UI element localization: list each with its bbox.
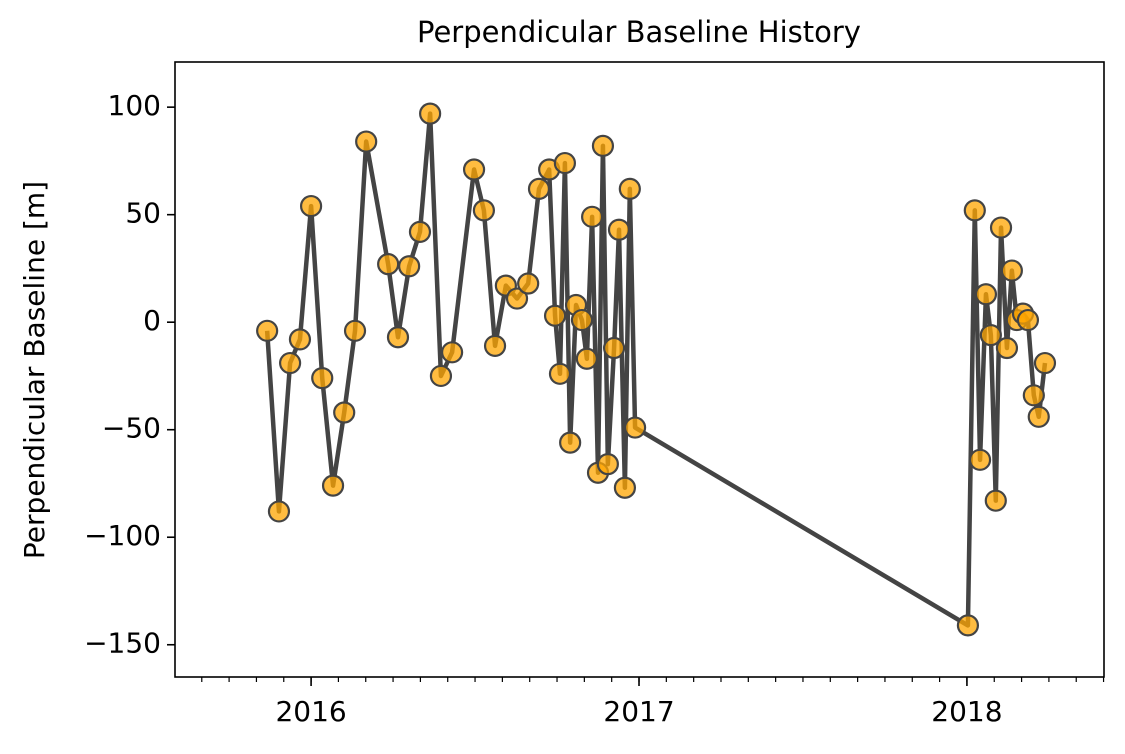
data-point (321, 474, 345, 497)
data-point (256, 319, 279, 342)
data-point (581, 205, 604, 228)
data-point (483, 334, 507, 357)
data-point (440, 341, 464, 364)
data-point (1027, 405, 1050, 428)
y-tick-label: −150 (84, 627, 161, 660)
data-point (267, 500, 291, 523)
data-point (386, 326, 410, 349)
data-point (343, 319, 367, 342)
data-point (623, 416, 647, 439)
data-point (377, 253, 400, 276)
data-point (570, 308, 594, 332)
data-point (607, 218, 631, 241)
data-point (311, 367, 334, 390)
data-point (517, 272, 540, 295)
data-line (264, 111, 1048, 628)
x-tick-label: 2018 (931, 695, 1002, 728)
data-point (1000, 259, 1023, 282)
data-point (1022, 384, 1045, 407)
data-point (288, 328, 312, 351)
data-point (429, 364, 453, 388)
data-point (419, 102, 442, 125)
data-point (333, 401, 356, 424)
data-point (956, 614, 980, 637)
x-tick-label: 2016 (275, 695, 346, 728)
y-tick-label: 0 (143, 304, 161, 337)
data-point (618, 177, 641, 200)
data-point (543, 304, 567, 327)
data-point (602, 336, 626, 360)
chart-title: Perpendicular Baseline History (417, 15, 861, 49)
x-tick-label: 2017 (603, 695, 674, 728)
data-point (527, 177, 551, 200)
data-point (575, 347, 598, 370)
y-axis-label: Perpendicular Baseline [m] (18, 181, 51, 559)
y-tick-label: −100 (84, 519, 161, 552)
data-point (355, 130, 378, 153)
data-point (968, 448, 992, 471)
data-point (1016, 308, 1040, 332)
y-tick-label: 100 (108, 89, 161, 122)
data-point (408, 220, 432, 243)
data-point (505, 287, 529, 310)
data-point (1033, 351, 1057, 375)
data-point (963, 199, 986, 222)
data-point (613, 476, 637, 499)
data-point (559, 431, 582, 454)
data-point (279, 351, 302, 375)
y-tick-label: −50 (102, 412, 161, 445)
data-point (995, 336, 1019, 360)
data-point (596, 453, 619, 476)
data-point (591, 134, 615, 157)
data-point (398, 255, 421, 278)
data-point (979, 323, 1002, 347)
data-point (548, 362, 572, 385)
data-point (984, 489, 1007, 512)
data-point (472, 199, 496, 222)
data-point (989, 216, 1013, 239)
data-point (553, 151, 576, 175)
data-point (462, 158, 486, 181)
data-point (299, 194, 323, 218)
y-tick-label: 50 (125, 197, 161, 230)
data-point (974, 283, 998, 306)
plot-frame (174, 61, 1105, 678)
